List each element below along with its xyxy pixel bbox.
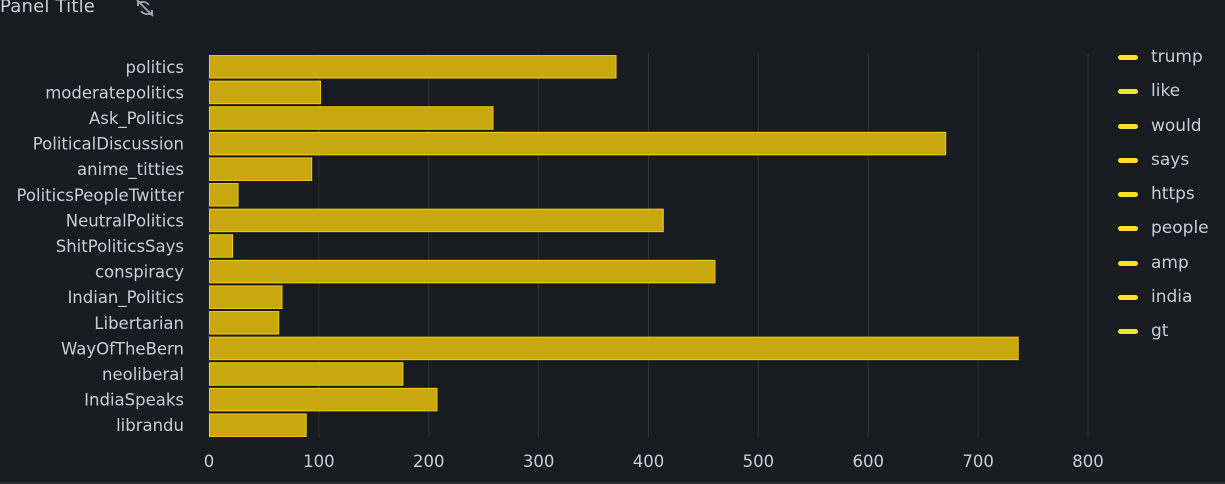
panel-title[interactable]: Panel Title	[0, 0, 96, 17]
legend-item[interactable]: people	[1118, 217, 1209, 251]
bar-conspiracy[interactable]	[209, 259, 716, 284]
x-tick-label: 200	[413, 452, 445, 471]
legend-item[interactable]: like	[1118, 80, 1209, 114]
bar-indian_politics[interactable]	[209, 285, 283, 309]
bar-anime_titties[interactable]	[209, 157, 313, 181]
legend-swatch	[1118, 295, 1138, 301]
bar-shitpoliticssays[interactable]	[209, 234, 234, 258]
legend-label: amp	[1151, 252, 1189, 273]
legend-swatch	[1118, 157, 1138, 163]
x-tick-label: 500	[743, 452, 775, 471]
bar-libertarian[interactable]	[209, 311, 280, 335]
y-tick-label: anime_titties	[77, 160, 184, 180]
bar-chart: politics moderatepolitics Ask_Politics Poli…	[17, 54, 1104, 471]
legend-label: like	[1151, 81, 1181, 102]
legend-swatch	[1118, 89, 1138, 95]
legend-item[interactable]: india	[1118, 286, 1209, 320]
y-tick-label: Indian_Politics	[67, 288, 184, 308]
legend-label: https	[1151, 184, 1195, 205]
bar-politicaldiscussion[interactable]	[209, 131, 947, 156]
x-tick-label: 700	[962, 452, 994, 471]
bar-wayofthebern[interactable]	[209, 336, 1019, 361]
y-tick-label: conspiracy	[95, 263, 184, 282]
legend-swatch	[1118, 123, 1138, 129]
x-tick-label: 400	[633, 452, 665, 471]
panel-bottom-divider	[0, 482, 1225, 484]
bar-neoliberal[interactable]	[209, 362, 404, 386]
y-tick-label: moderatepolitics	[45, 83, 184, 102]
legend-item[interactable]: https	[1118, 183, 1209, 217]
y-tick-label: Ask_Politics	[89, 109, 184, 129]
y-tick-label: Libertarian	[94, 314, 184, 333]
y-tick-label: WayOfTheBern	[61, 339, 184, 358]
y-tick-label: politics	[126, 58, 184, 77]
legend-item[interactable]: amp	[1118, 252, 1209, 286]
legend-item[interactable]: gt	[1118, 320, 1209, 354]
bar-politics[interactable]	[209, 55, 617, 79]
legend-label: india	[1151, 287, 1193, 308]
x-tick-label: 300	[523, 452, 555, 471]
legend-swatch	[1118, 55, 1138, 60]
legend-swatch	[1118, 226, 1138, 232]
bar-ask_politics[interactable]	[209, 106, 494, 130]
x-tick-label: 600	[853, 452, 885, 471]
legend-swatch	[1118, 260, 1138, 266]
x-tick-label: 100	[303, 452, 335, 471]
legend-label: trump	[1151, 47, 1203, 67]
legend-item[interactable]: trump	[1118, 46, 1209, 80]
bars	[209, 55, 1019, 437]
y-tick-label: PoliticsPeopleTwitter	[17, 186, 185, 205]
y-axis-labels: politics moderatepolitics Ask_Politics Poli…	[17, 58, 185, 435]
bar-indiaspeaks[interactable]	[209, 387, 438, 412]
x-axis-labels: 0 100 200 300 400 500 600 700 800	[204, 452, 1104, 471]
bar-neutralpolitics[interactable]	[209, 208, 664, 233]
bar-politicspeopletwitter[interactable]	[209, 183, 239, 207]
y-tick-label: ShitPoliticsSays	[56, 237, 184, 256]
y-tick-label: NeutralPolitics	[66, 211, 184, 230]
legend-label: people	[1151, 218, 1209, 239]
y-tick-label: librandu	[116, 416, 184, 435]
bar-librandu[interactable]	[209, 413, 307, 437]
x-tick-label: 800	[1072, 452, 1104, 471]
x-tick-label: 0	[204, 452, 215, 471]
legend-item[interactable]: says	[1118, 149, 1209, 183]
legend-label: gt	[1151, 321, 1169, 342]
y-tick-label: IndiaSpeaks	[84, 391, 184, 410]
legend: trump like would says https people amp india gt	[1118, 46, 1209, 355]
bar-moderatepolitics[interactable]	[209, 80, 321, 105]
link-off-icon[interactable]	[134, 0, 156, 18]
y-tick-label: PoliticalDiscussion	[33, 135, 184, 154]
legend-swatch	[1118, 192, 1138, 198]
y-tick-label: neoliberal	[102, 365, 184, 384]
legend-label: says	[1151, 149, 1190, 170]
legend-label: would	[1151, 115, 1202, 136]
legend-swatch	[1118, 329, 1138, 335]
legend-item[interactable]: would	[1118, 115, 1209, 149]
